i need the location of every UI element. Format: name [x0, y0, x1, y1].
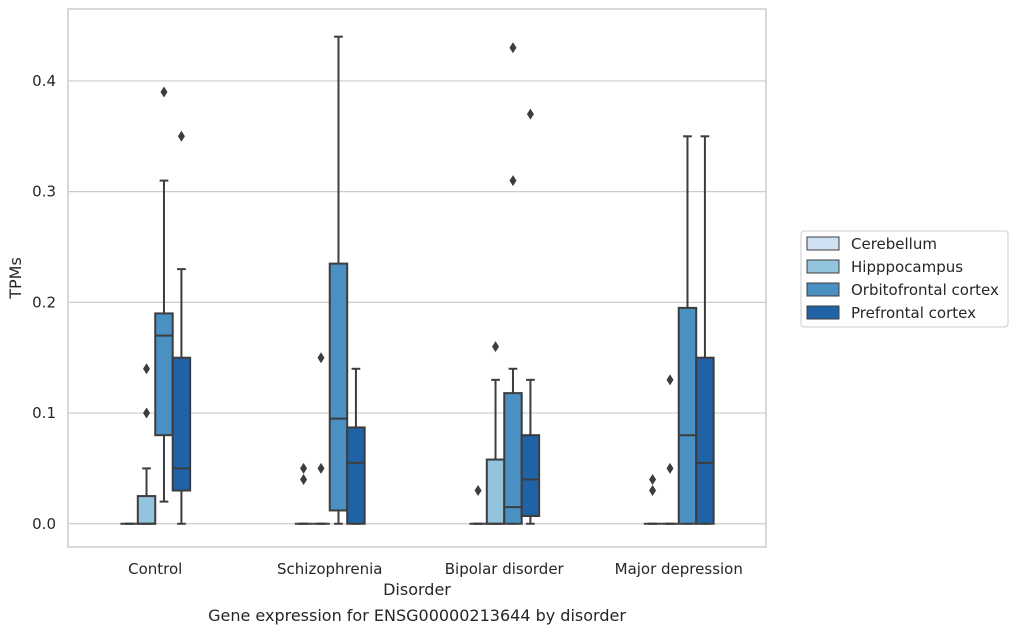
box-hipppocampus	[661, 374, 679, 525]
legend-swatch	[806, 282, 840, 297]
box-series	[120, 35, 715, 525]
box-prefrontal-cortex	[171, 130, 192, 525]
box-body	[328, 262, 349, 512]
plot-frame	[67, 8, 767, 548]
outlier-point	[649, 485, 657, 497]
outlier-point	[509, 175, 517, 187]
outlier-point	[300, 462, 308, 474]
box-body	[503, 392, 523, 525]
outlier-point	[649, 473, 657, 485]
outlier-point	[666, 374, 674, 386]
outlier-point	[317, 462, 325, 474]
legend-swatch	[806, 236, 840, 251]
outlier-point	[143, 407, 151, 419]
legend: Cerebellum Hipppocampus Orbitofrontal cort…	[800, 230, 1009, 328]
box-body	[485, 458, 506, 525]
box-orbitofrontal-cortex	[154, 86, 174, 503]
box-prefrontal-cortex	[346, 367, 366, 525]
box-hipppocampus	[136, 363, 157, 525]
box-body	[171, 356, 192, 492]
legend-label: Prefrontal cortex	[851, 304, 976, 322]
box-body	[520, 434, 541, 518]
outlier-point	[177, 130, 185, 142]
box-body	[346, 426, 366, 525]
legend-frame	[800, 230, 1009, 328]
outlier-point	[317, 352, 325, 364]
outlier-point	[666, 462, 674, 474]
x-tick-label: Control	[128, 560, 182, 578]
outlier-point	[143, 363, 151, 375]
box-body	[154, 312, 174, 437]
outlier-point	[160, 86, 168, 98]
y-tick-label: 0.0	[32, 515, 56, 533]
box-orbitofrontal-cortex	[328, 35, 349, 525]
legend-label: Hipppocampus	[851, 258, 963, 276]
x-tick-label: Schizophrenia	[277, 560, 382, 578]
y-tick-label: 0.2	[32, 293, 56, 311]
x-tick-labels: Control Schizophrenia Bipolar disorder Majo…	[128, 560, 743, 578]
box-body	[695, 356, 715, 525]
box-hipppocampus	[485, 341, 506, 525]
box-orbitofrontal-cortex	[677, 135, 698, 525]
box-cerebellum	[643, 473, 662, 525]
outlier-point	[509, 42, 517, 54]
y-tick-label: 0.3	[32, 183, 56, 201]
legend-label: Cerebellum	[851, 235, 937, 253]
box-body	[677, 306, 698, 525]
outlier-point	[492, 341, 500, 353]
y-tick-labels: 0.0 0.1 0.2 0.3 0.4	[32, 72, 56, 533]
outlier-point	[474, 485, 482, 497]
box-prefrontal-cortex	[520, 108, 541, 525]
box-cerebellum	[294, 462, 313, 525]
outlier-point	[526, 108, 534, 120]
box-hipppocampus	[312, 352, 330, 525]
x-tick-label: Bipolar disorder	[445, 560, 565, 578]
x-tick-label: Major depression	[615, 560, 743, 578]
legend-label: Orbitofrontal cortex	[851, 281, 999, 299]
legend-swatch	[806, 259, 840, 274]
outlier-point	[300, 473, 308, 485]
box-orbitofrontal-cortex	[503, 42, 523, 525]
y-tick-label: 0.1	[32, 404, 56, 422]
y-axis-title: TPMs	[6, 257, 25, 300]
box-body	[136, 495, 157, 525]
legend-items: Cerebellum Hipppocampus Orbitofrontal cort…	[806, 235, 999, 322]
legend-swatch	[806, 305, 840, 320]
box-cerebellum	[469, 485, 487, 525]
box-prefrontal-cortex	[695, 135, 715, 525]
figure-caption: Gene expression for ENSG00000213644 by d…	[208, 606, 626, 625]
x-axis-title: Disorder	[383, 580, 451, 599]
y-tick-label: 0.4	[32, 72, 56, 90]
